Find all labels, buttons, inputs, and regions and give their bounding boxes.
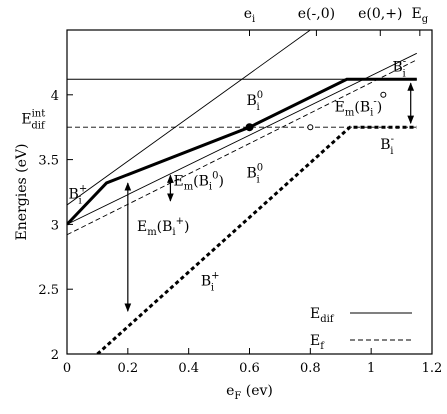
x-axis-label: eF (ev): [226, 383, 273, 402]
top-tick-label: e(0,+): [358, 6, 402, 22]
annotation-label-3: B-i: [380, 134, 394, 157]
y-tick-label: 2: [51, 348, 59, 363]
annotation-label-8: Em(Bi-): [335, 97, 383, 119]
annotation-label-1: B0 i: [246, 90, 263, 113]
annotation-label-9: Eint dif: [21, 108, 46, 131]
plot-area: [67, 30, 417, 354]
y-axis-label: Energies (eV): [14, 144, 30, 241]
annotation-label-4: B-i: [392, 56, 406, 79]
x-tick-label: 0.2: [117, 361, 138, 376]
x-tick-label: 1: [367, 361, 375, 376]
legend-label-1: Ef: [310, 333, 325, 352]
y-tick-label: 2.5: [38, 283, 59, 298]
x-tick-label: 0.4: [178, 361, 199, 376]
top-tick-label: e(-,0): [298, 6, 335, 22]
series-line-ef: [96, 125, 417, 354]
y-tick-label: 4: [51, 89, 59, 104]
x-tick-label: 0.6: [239, 361, 260, 376]
annotation-label-2: B0 i: [246, 163, 263, 186]
top-tick-label: Eg: [412, 6, 429, 25]
annotation-label-6: Em(Bi+): [137, 216, 190, 238]
x-tick-label: 1.2: [422, 361, 443, 376]
top-tick-label: ei: [244, 6, 256, 25]
legend-label-0: Edif: [310, 306, 335, 325]
annotation-label-5: B+ i: [201, 270, 220, 293]
annotation-label-0: B+ i: [69, 183, 88, 206]
y-tick-label: 3.5: [38, 154, 59, 169]
annotation-label-7: Em(Bi0): [173, 171, 224, 193]
y-tick-label: 3: [51, 218, 59, 233]
guide-line-2: [67, 30, 311, 206]
guide-line-5: [67, 59, 417, 236]
marker-point-1: [307, 124, 314, 131]
x-tick-label: 0.8: [300, 361, 321, 376]
marker-point-0: [245, 123, 254, 132]
marker-point-2: [380, 91, 387, 98]
x-tick-label: 0: [63, 361, 71, 376]
